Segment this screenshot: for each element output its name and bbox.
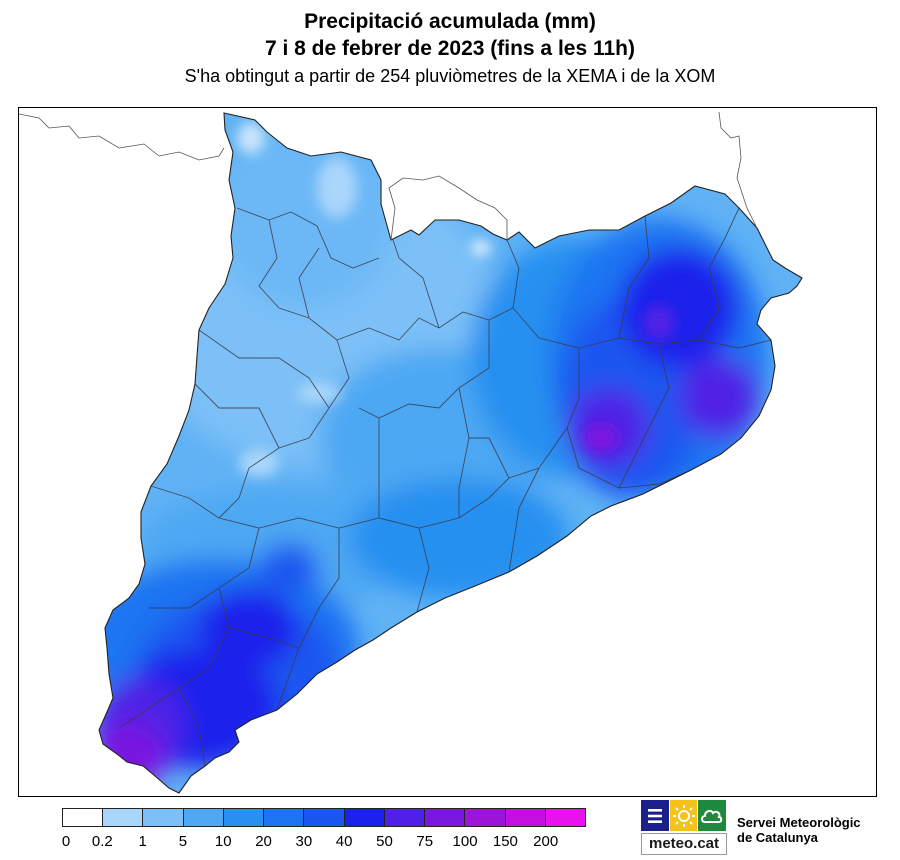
legend-color-cell	[264, 809, 305, 826]
legend-tick-label: 10	[214, 833, 232, 850]
legend-color-cell	[223, 809, 265, 826]
legend-tick-label: 0	[61, 833, 71, 850]
organization-name-line2: de Catalunya	[737, 830, 818, 845]
legend-color-cell	[103, 809, 144, 826]
map-subtitle: S'ha obtingut a partir de 254 pluviòmetr…	[184, 66, 716, 86]
legend-color-bar	[62, 808, 586, 827]
organization-name-line1: Servei Meteorològic	[737, 815, 861, 830]
color-legend: 0 0.2 1 5 10 20 30 40 50 75 100 150 200	[62, 808, 588, 851]
map-date-title: 7 i 8 de febrer de 2023 (fins a les 11h)	[264, 37, 635, 60]
neighbour-borders	[19, 111, 758, 241]
legend-color-cell	[344, 809, 385, 826]
legend-color-cell	[384, 809, 426, 826]
legend-labels: 0 0.2 1 5 10 20 30 40 50 75 100 150 200	[62, 833, 586, 851]
catalonia-map-graphic	[19, 111, 803, 794]
legend-tick-label: 20	[255, 833, 272, 850]
legend-tick-label: 100	[452, 833, 478, 850]
precipitation-map	[18, 107, 877, 797]
map-title: Precipitació acumulada (mm)	[304, 10, 596, 33]
legend-color-cell	[183, 809, 224, 826]
legend-tick-label: 40	[335, 833, 353, 850]
legend-color-cell	[304, 809, 345, 826]
sun-icon	[669, 800, 698, 831]
catalonia-outline	[98, 112, 803, 794]
logo-text: meteo.cat	[641, 833, 727, 855]
legend-tick-label: 150	[492, 833, 518, 850]
cloud-icon	[698, 800, 727, 831]
legend-color-cell	[425, 809, 466, 826]
legend-color-cell	[143, 809, 184, 826]
legend-tick-label: 0.2	[91, 833, 113, 850]
legend-tick-label: 30	[295, 833, 313, 850]
legend-tick-label: 1	[138, 833, 147, 850]
legend-tick-label: 50	[376, 833, 393, 850]
legend-tick-label: 200	[533, 833, 559, 850]
menu-lines-icon	[641, 800, 669, 831]
legend-color-cell	[465, 809, 506, 826]
legend-tick-label: 5	[178, 833, 188, 850]
organization-name: Servei Meteorològic de Catalunya	[737, 815, 861, 845]
comarca-boundaries	[118, 203, 772, 767]
legend-color-cell	[545, 809, 586, 826]
legend-tick-label: 75	[416, 833, 434, 850]
logo-squares	[641, 800, 727, 831]
meteocat-logo: meteo.cat	[641, 800, 727, 856]
legend-color-cell	[505, 809, 546, 826]
title-block: Precipitació acumulada (mm) 7 i 8 de feb…	[0, 8, 900, 88]
legend-color-cell	[63, 809, 104, 826]
